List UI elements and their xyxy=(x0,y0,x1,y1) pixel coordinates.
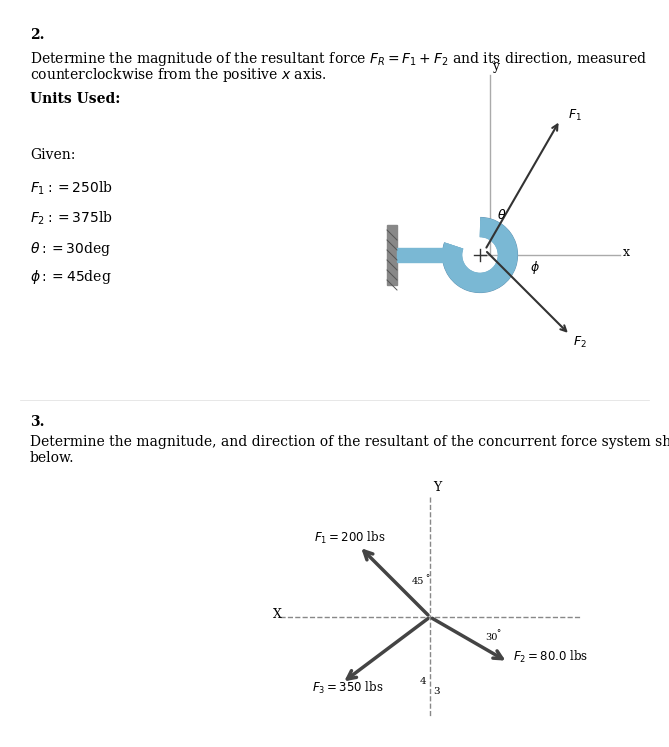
Text: Y: Y xyxy=(433,481,442,494)
Text: $\phi$: $\phi$ xyxy=(530,259,540,276)
Text: °: ° xyxy=(425,574,429,583)
Text: °: ° xyxy=(496,630,500,639)
Text: $F_2 := 375$lb: $F_2 := 375$lb xyxy=(30,210,113,227)
Text: x: x xyxy=(623,247,630,259)
Text: $F_1$: $F_1$ xyxy=(568,108,582,123)
Text: 3: 3 xyxy=(433,687,440,696)
Text: 30: 30 xyxy=(485,633,497,642)
Bar xyxy=(397,248,457,262)
Text: Determine the magnitude, and direction of the resultant of the concurrent force : Determine the magnitude, and direction o… xyxy=(30,435,669,449)
Text: $F_3= 350$ lbs: $F_3= 350$ lbs xyxy=(312,680,383,696)
Text: $F_2$: $F_2$ xyxy=(573,335,587,350)
Text: counterclockwise from the positive $x$ axis.: counterclockwise from the positive $x$ a… xyxy=(30,66,326,84)
Text: 45: 45 xyxy=(412,577,424,586)
Text: $F_1= 200$ lbs: $F_1= 200$ lbs xyxy=(314,530,386,546)
Text: $\phi := 45$deg: $\phi := 45$deg xyxy=(30,268,112,286)
Text: below.: below. xyxy=(30,451,74,465)
Text: $\theta$: $\theta$ xyxy=(497,208,506,222)
Text: Determine the magnitude of the resultant force $F_R = F_1 + F_2$ and its directi: Determine the magnitude of the resultant… xyxy=(30,50,648,68)
Text: Given:: Given: xyxy=(30,148,76,162)
Text: $\theta := 30$deg: $\theta := 30$deg xyxy=(30,240,111,258)
Text: Units Used:: Units Used: xyxy=(30,92,120,106)
Text: $F_1 := 250$lb: $F_1 := 250$lb xyxy=(30,180,113,197)
Text: X: X xyxy=(273,607,282,621)
Text: $F_2= 80.0$ lbs: $F_2= 80.0$ lbs xyxy=(513,649,588,665)
Text: 4: 4 xyxy=(420,678,427,686)
Text: 3.: 3. xyxy=(30,415,45,429)
Bar xyxy=(387,225,397,285)
Text: 2.: 2. xyxy=(30,28,45,42)
Text: y: y xyxy=(492,60,499,73)
